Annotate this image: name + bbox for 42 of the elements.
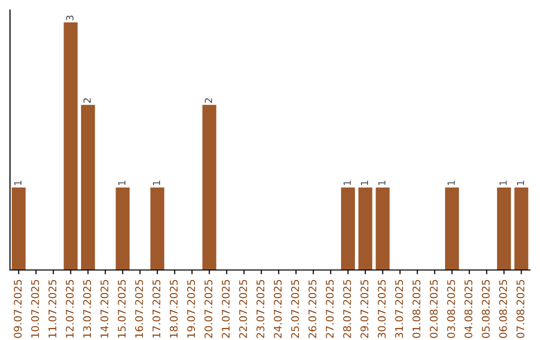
- data-label: 1: [360, 180, 368, 186]
- x-tick-label: 13.07.2025: [83, 280, 92, 338]
- x-tick-label: 31.07.2025: [395, 280, 404, 338]
- x-tick-label: 17.07.2025: [152, 280, 160, 338]
- data-label: 1: [378, 180, 386, 186]
- x-tick-label: 12.07.2025: [66, 280, 74, 338]
- x-tick-label: 21.07.2025: [222, 280, 230, 338]
- data-label: 1: [448, 180, 455, 186]
- x-tick-label: 03.08.2025: [447, 280, 456, 338]
- x-tick-label: 22.07.2025: [239, 280, 248, 338]
- data-label: 1: [500, 180, 507, 186]
- x-tick-label: 29.07.2025: [360, 280, 368, 338]
- x-tick-label: 11.07.2025: [48, 280, 56, 338]
- x-tick-label: 02.08.2025: [430, 280, 438, 338]
- x-tick-label: 09.07.2025: [14, 280, 22, 338]
- data-label: 2: [83, 98, 91, 103]
- data-label: 1: [152, 180, 160, 186]
- x-tick-label: 28.07.2025: [343, 280, 352, 338]
- data-label: 1: [516, 180, 524, 186]
- x-tick-label: 23.07.2025: [256, 280, 264, 338]
- data-label: 3: [66, 16, 74, 20]
- x-tick-label: 20.07.2025: [204, 280, 212, 338]
- x-tick-label: 16.07.2025: [135, 280, 144, 338]
- data-label: 1: [118, 180, 126, 186]
- x-tick-label: 18.07.2025: [170, 280, 178, 338]
- x-tick-label: 26.07.2025: [308, 280, 316, 338]
- x-tick-label: 05.08.2025: [482, 280, 490, 338]
- x-tick-label: 01.08.2025: [412, 280, 420, 338]
- x-tick-label: 06.08.2025: [499, 280, 508, 338]
- x-tick-label: 14.07.2025: [100, 280, 108, 338]
- x-tick-label: 19.07.2025: [187, 280, 196, 338]
- x-tick-label: 30.07.2025: [378, 280, 386, 338]
- x-tick-label: 15.07.2025: [118, 280, 126, 338]
- x-tick-label: 10.07.2025: [31, 280, 40, 338]
- x-tick-label: 07.08.2025: [516, 280, 524, 338]
- x-tick-label: 04.08.2025: [464, 280, 472, 338]
- data-label: 1: [14, 180, 22, 186]
- data-label: 1: [344, 180, 351, 186]
- data-label: 2: [204, 98, 212, 103]
- x-tick-label: 25.07.2025: [291, 280, 300, 338]
- x-tick-label: 24.07.2025: [274, 280, 282, 338]
- x-tick-label: 27.07.2025: [326, 280, 334, 338]
